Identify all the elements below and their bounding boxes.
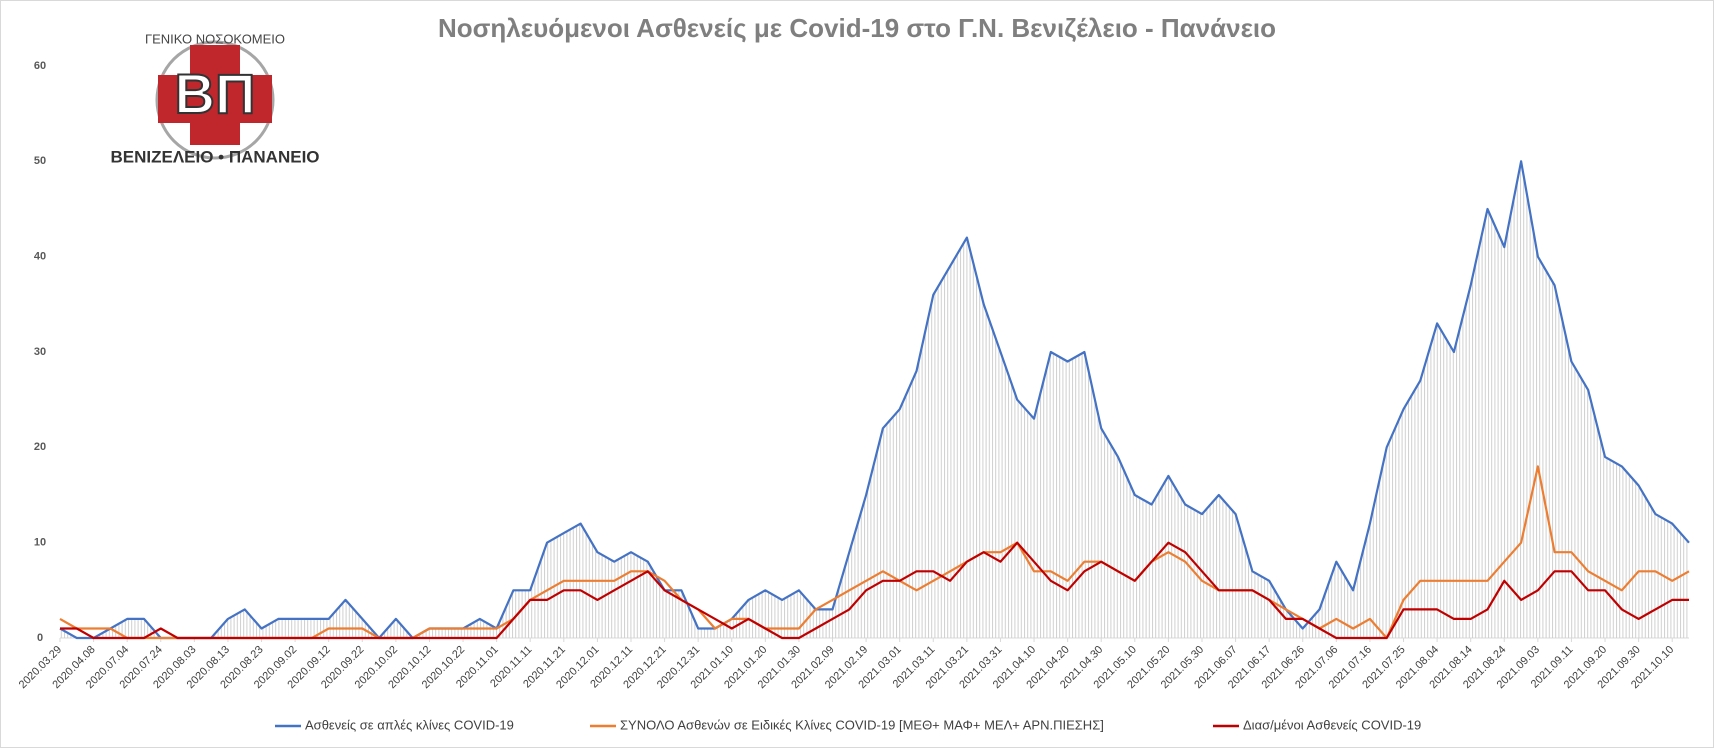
y-tick-label: 40	[34, 251, 46, 263]
series-line	[60, 541, 1689, 640]
legend-label: ΣΥΝΟΛΟ Ασθενών σε Ειδικές Κλίνες COVID-1…	[620, 717, 1104, 732]
series-line	[59, 160, 1690, 640]
legend-label: Ασθενείς σε απλές κλίνες COVID-19	[305, 717, 514, 732]
y-tick-label: 50	[34, 155, 46, 167]
logo-cross	[190, 45, 240, 145]
y-tick-label: 30	[34, 346, 46, 358]
y-tick-label: 20	[34, 441, 46, 453]
series-line	[59, 465, 1690, 640]
logo-letters: ΒΠ	[175, 62, 256, 125]
logo-top: ΓΕΝΙΚΟ ΝΟΣΟΚΟΜΕΙΟ	[145, 31, 285, 46]
logo: ΒΠ ΓΕΝΙΚΟ ΝΟΣΟΚΟΜΕΙΟ ΒΕΝΙΖΕΛΕΙΟ • ΠΑΝΑΝΕ…	[110, 31, 319, 166]
y-tick-label: 60	[34, 60, 46, 72]
series-area	[60, 161, 1689, 639]
logo-bottom: ΒΕΝΙΖΕΛΕΙΟ • ΠΑΝΑΝΕΙΟ	[110, 147, 319, 166]
y-tick-label: 10	[34, 537, 46, 549]
chart-title: Νοσηλευόμενοι Ασθενείς με Covid-19 στο Γ…	[438, 13, 1276, 43]
y-tick-label: 0	[37, 632, 43, 644]
legend-label: Διασ/μένοι Ασθενείς COVID-19	[1243, 717, 1421, 732]
